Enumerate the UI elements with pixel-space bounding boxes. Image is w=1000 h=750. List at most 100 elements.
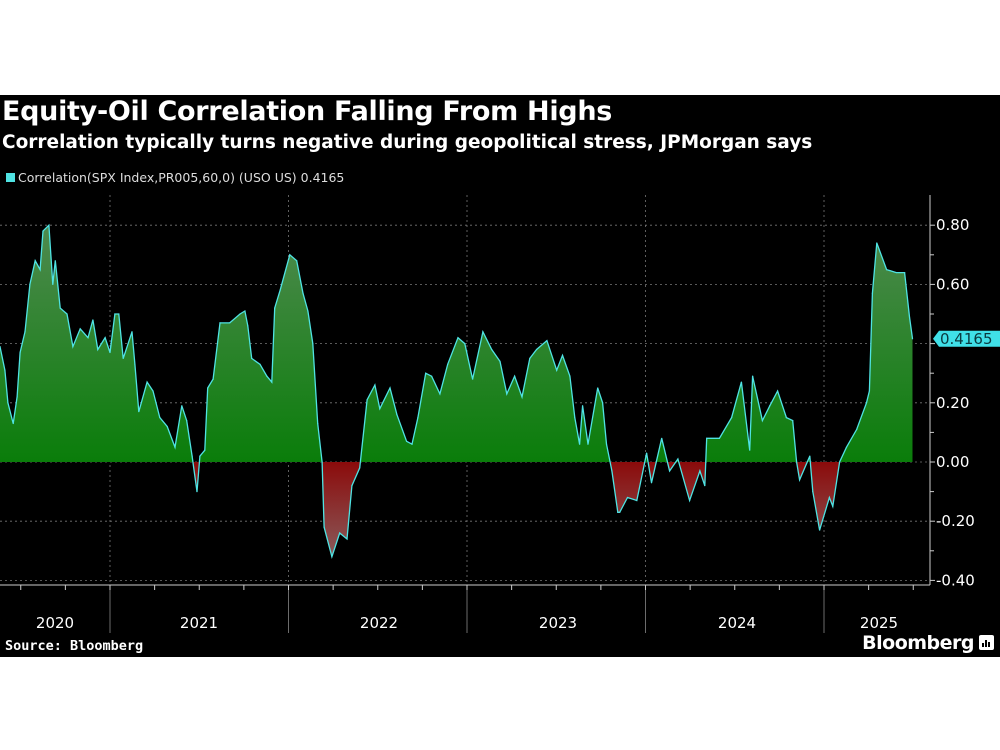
bloomberg-chart-icon <box>979 635 994 650</box>
data-point <box>321 461 323 463</box>
data-point <box>279 289 281 291</box>
data-point <box>645 452 648 454</box>
data-point <box>718 437 721 439</box>
data-point <box>574 417 576 419</box>
data-point <box>911 338 914 340</box>
data-point <box>207 387 209 389</box>
data-point <box>166 425 168 428</box>
y-tick-label: 0.00 <box>936 453 969 471</box>
data-point <box>661 437 663 439</box>
data-point <box>839 461 841 463</box>
data-point <box>191 455 193 457</box>
data-point <box>16 396 18 398</box>
data-point <box>48 224 50 226</box>
x-tick-label: 2023 <box>539 614 577 632</box>
data-point <box>271 381 273 383</box>
data-point <box>152 390 154 392</box>
data-point <box>122 357 124 359</box>
data-point <box>895 271 897 274</box>
data-point <box>556 369 558 371</box>
chart-title: Equity-Oil Correlation Falling From High… <box>2 96 613 127</box>
data-point <box>482 331 484 333</box>
data-point <box>619 511 621 513</box>
data-point <box>430 375 433 377</box>
data-point <box>312 343 314 345</box>
data-point <box>626 496 629 499</box>
data-point <box>731 417 733 419</box>
data-point <box>514 375 516 377</box>
data-point <box>118 313 120 315</box>
data-point <box>464 343 466 345</box>
x-tick-label: 2021 <box>180 614 218 632</box>
data-point <box>39 269 41 271</box>
data-point <box>307 310 309 312</box>
data-point <box>7 402 9 404</box>
legend-swatch <box>6 173 15 182</box>
data-point <box>871 292 873 294</box>
data-point <box>79 328 81 330</box>
data-point <box>706 437 708 439</box>
data-point <box>845 446 848 448</box>
data-point <box>146 381 148 383</box>
data-point <box>244 310 246 312</box>
data-point <box>602 402 604 404</box>
x-tick-label: 2025 <box>860 614 898 632</box>
y-tick-label: -0.20 <box>936 512 975 530</box>
data-point <box>457 337 459 339</box>
data-point <box>19 351 21 354</box>
data-point <box>266 375 268 377</box>
data-point <box>302 292 304 294</box>
data-point <box>331 556 333 558</box>
data-point <box>581 405 584 407</box>
data-point <box>904 271 906 274</box>
data-point <box>59 307 61 309</box>
y-tick-label: 0.60 <box>936 275 969 293</box>
data-point <box>109 351 111 354</box>
data-point <box>251 357 253 359</box>
data-point <box>411 443 413 445</box>
data-point <box>819 529 821 531</box>
data-point <box>42 230 44 232</box>
source-note: Source: Bloomberg <box>5 638 144 654</box>
data-point <box>752 375 754 377</box>
data-point <box>677 458 679 460</box>
data-point <box>611 470 613 472</box>
data-point <box>138 411 140 413</box>
data-point <box>876 242 878 244</box>
data-point <box>24 331 26 333</box>
data-point <box>689 499 691 502</box>
data-point <box>289 254 291 256</box>
negative-area <box>0 462 913 557</box>
last-value-tag <box>933 330 1000 347</box>
y-tick-label: -0.40 <box>936 571 975 589</box>
data-point <box>439 393 441 395</box>
data-point <box>749 449 751 451</box>
data-point <box>259 363 261 365</box>
last-value-label: 0.4165 <box>940 330 993 348</box>
data-point <box>174 446 176 448</box>
data-point <box>406 440 408 442</box>
bloomberg-logo: Bloomberg <box>862 632 974 654</box>
data-point <box>828 496 830 499</box>
data-point <box>785 417 787 419</box>
data-point <box>0 345 1 348</box>
data-point <box>617 511 619 513</box>
data-point <box>776 390 779 392</box>
data-point <box>104 337 106 339</box>
data-point <box>856 428 858 431</box>
data-point <box>546 340 548 342</box>
data-point <box>425 372 427 374</box>
data-point <box>346 538 348 540</box>
data-point <box>219 322 221 324</box>
data-point <box>865 402 868 404</box>
data-point <box>131 331 133 333</box>
y-tick-label: 0.80 <box>936 216 969 234</box>
data-point <box>389 387 391 389</box>
data-point <box>579 443 581 445</box>
data-point <box>798 479 801 481</box>
data-point <box>796 461 798 463</box>
data-point <box>52 283 54 285</box>
data-point <box>417 417 419 419</box>
data-point <box>72 345 74 348</box>
